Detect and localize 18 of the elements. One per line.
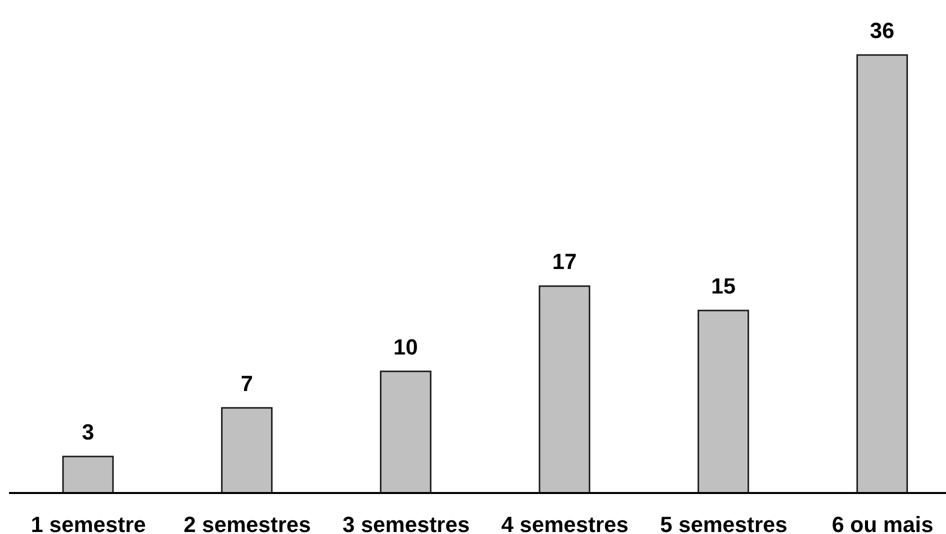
data-label: 17	[552, 249, 577, 274]
bar	[62, 456, 114, 494]
bar	[856, 54, 908, 494]
bar	[221, 407, 273, 494]
bar	[698, 310, 750, 494]
data-label: 3	[82, 420, 94, 444]
x-tick-label: 2 semestres	[184, 512, 311, 534]
bar	[538, 285, 590, 494]
x-tick-label: 3 semestres	[342, 512, 470, 534]
x-tick-label: 4 semestres	[501, 512, 629, 534]
x-tick-label: 6 ou mais	[832, 512, 934, 534]
data-label: 7	[240, 370, 253, 396]
bar	[380, 370, 432, 494]
data-label: 15	[711, 274, 736, 298]
x-tick-label: 1 semestre	[30, 512, 146, 534]
data-label: 10	[393, 334, 418, 360]
data-label: 36	[870, 18, 894, 43]
x-tick-label: 5 semestres	[660, 512, 788, 534]
